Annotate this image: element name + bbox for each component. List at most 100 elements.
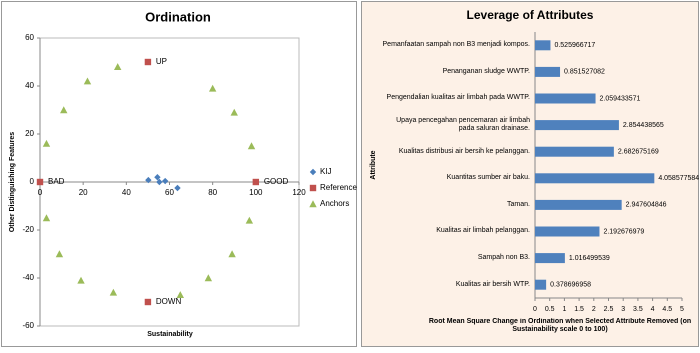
- point: [230, 108, 238, 116]
- bar: [535, 93, 596, 104]
- category-label: Penanganan sludge WWTP.: [442, 67, 530, 75]
- value-label: 0.525966717: [554, 42, 595, 49]
- point: [109, 288, 118, 296]
- category-label: Kualitas distribusi air bersih ke pelang…: [398, 147, 530, 155]
- bar: [535, 173, 655, 184]
- y-axis-label: Other Distinguishing Features: [9, 132, 16, 232]
- y-tick-label: 40: [25, 81, 34, 90]
- point: [208, 84, 217, 92]
- value-label: 0.851527082: [564, 69, 605, 76]
- point: [55, 250, 64, 258]
- y-tick-label: 20: [25, 129, 34, 138]
- point: [247, 142, 256, 150]
- x-tick-label: 1.5: [574, 306, 584, 313]
- y-tick-label: -20: [22, 225, 34, 234]
- point: [145, 176, 152, 184]
- bar: [535, 66, 561, 77]
- category-label: Kuantitas sumber air baku.: [446, 174, 530, 182]
- bar: [535, 40, 551, 51]
- bar: [535, 253, 565, 264]
- category-label-box: Pemanfaatan sampah non B3 menjadi kompos…: [382, 41, 530, 49]
- point: [60, 106, 68, 114]
- legend-marker: [309, 184, 317, 192]
- value-label: 4.058577584: [658, 175, 699, 182]
- value-label: 0.378696958: [550, 282, 591, 289]
- x-tick-label: 0: [38, 188, 43, 197]
- point: [161, 177, 169, 185]
- x-axis-label: Sustainability: [147, 331, 193, 338]
- value-label: 2.059433571: [600, 95, 641, 102]
- point-label: UP: [156, 57, 167, 66]
- point: [252, 178, 260, 186]
- x-tick-label: 80: [208, 188, 217, 197]
- x-tick-label: 3.5: [633, 306, 643, 313]
- point-label: GOOD: [264, 177, 289, 186]
- x-tick-label: 1: [562, 306, 566, 313]
- category-label: Kualitas air limbah pelanggan.: [436, 227, 530, 235]
- point: [204, 274, 213, 282]
- bar: [535, 120, 619, 131]
- category-label-box: Pengendalian kualitas air limbah pada WW…: [386, 94, 530, 102]
- category-label-box: Sampah non B3.: [478, 254, 530, 261]
- x-tick-label: 0.5: [545, 306, 555, 313]
- value-label: 2.947604846: [626, 202, 667, 209]
- x-tick-label: 100: [249, 188, 263, 197]
- legend-marker: [309, 200, 317, 208]
- point: [114, 63, 122, 70]
- y-tick-label: -60: [22, 321, 34, 330]
- x-axis-label-box: Root Mean Square Change in Ordination wh…: [428, 318, 692, 333]
- point: [36, 178, 44, 186]
- x-tick-label: 0: [533, 306, 537, 313]
- point: [83, 77, 92, 85]
- x-tick-label: 4: [651, 306, 655, 313]
- point: [42, 139, 51, 147]
- point: [77, 276, 85, 284]
- y-tick-label: 0: [30, 177, 35, 186]
- point: [156, 178, 163, 186]
- point: [42, 214, 51, 222]
- category-label: Pengendalian kualitas air limbah pada WW…: [386, 94, 530, 102]
- value-label: 2.854438565: [623, 122, 664, 129]
- x-tick-label: 3: [621, 306, 625, 313]
- x-axis-label: Root Mean Square Change in Ordination wh…: [428, 318, 692, 333]
- chart-title: Ordination: [145, 9, 211, 24]
- category-label: Kualitas air bersih WTP.: [455, 280, 530, 288]
- x-tick-label: 40: [122, 188, 131, 197]
- value-label: 1.016499539: [569, 255, 610, 262]
- category-label: Taman.: [507, 200, 530, 208]
- y-axis-label: Attribute: [370, 150, 377, 179]
- value-label: 2.192676979: [603, 228, 644, 235]
- bar: [535, 146, 614, 157]
- point: [174, 184, 181, 192]
- value-label: 2.682675169: [618, 149, 659, 156]
- bar: [535, 279, 547, 290]
- point: [154, 174, 161, 181]
- category-label-box: Penanganan sludge WWTP.: [442, 67, 530, 75]
- x-tick-label: 2: [592, 306, 596, 313]
- point: [245, 216, 254, 224]
- x-tick-label: 60: [165, 188, 174, 197]
- chart-title: Leverage of Attributes: [467, 8, 594, 22]
- category-label-box: Taman.: [507, 200, 530, 208]
- legend-label: Anchors: [320, 199, 349, 208]
- point-label: DOWN: [156, 297, 182, 306]
- category-label-box: Kualitas distribusi air bersih ke pelang…: [398, 147, 530, 155]
- category-label: Upaya pencegahan pencemaran air limbah p…: [396, 117, 530, 133]
- left-panel: [1, 1, 357, 347]
- point: [176, 291, 184, 298]
- y-tick-label: 60: [25, 33, 34, 42]
- x-tick-label: 5: [680, 306, 684, 313]
- x-tick-label: 4.5: [662, 306, 672, 313]
- point: [228, 250, 236, 258]
- legend-marker: [309, 168, 317, 176]
- x-tick-label: 2.5: [604, 306, 614, 313]
- x-tick-label: 120: [292, 188, 306, 197]
- y-tick-label: -40: [22, 273, 34, 282]
- category-label-box: Kuantitas sumber air baku.: [446, 174, 530, 182]
- category-label-box: Kualitas air bersih WTP.: [455, 280, 530, 288]
- category-label-box: Kualitas air limbah pelanggan.: [436, 227, 530, 235]
- bar: [535, 226, 600, 237]
- category-label: Pemanfaatan sampah non B3 menjadi kompos…: [382, 41, 530, 49]
- point: [144, 58, 152, 66]
